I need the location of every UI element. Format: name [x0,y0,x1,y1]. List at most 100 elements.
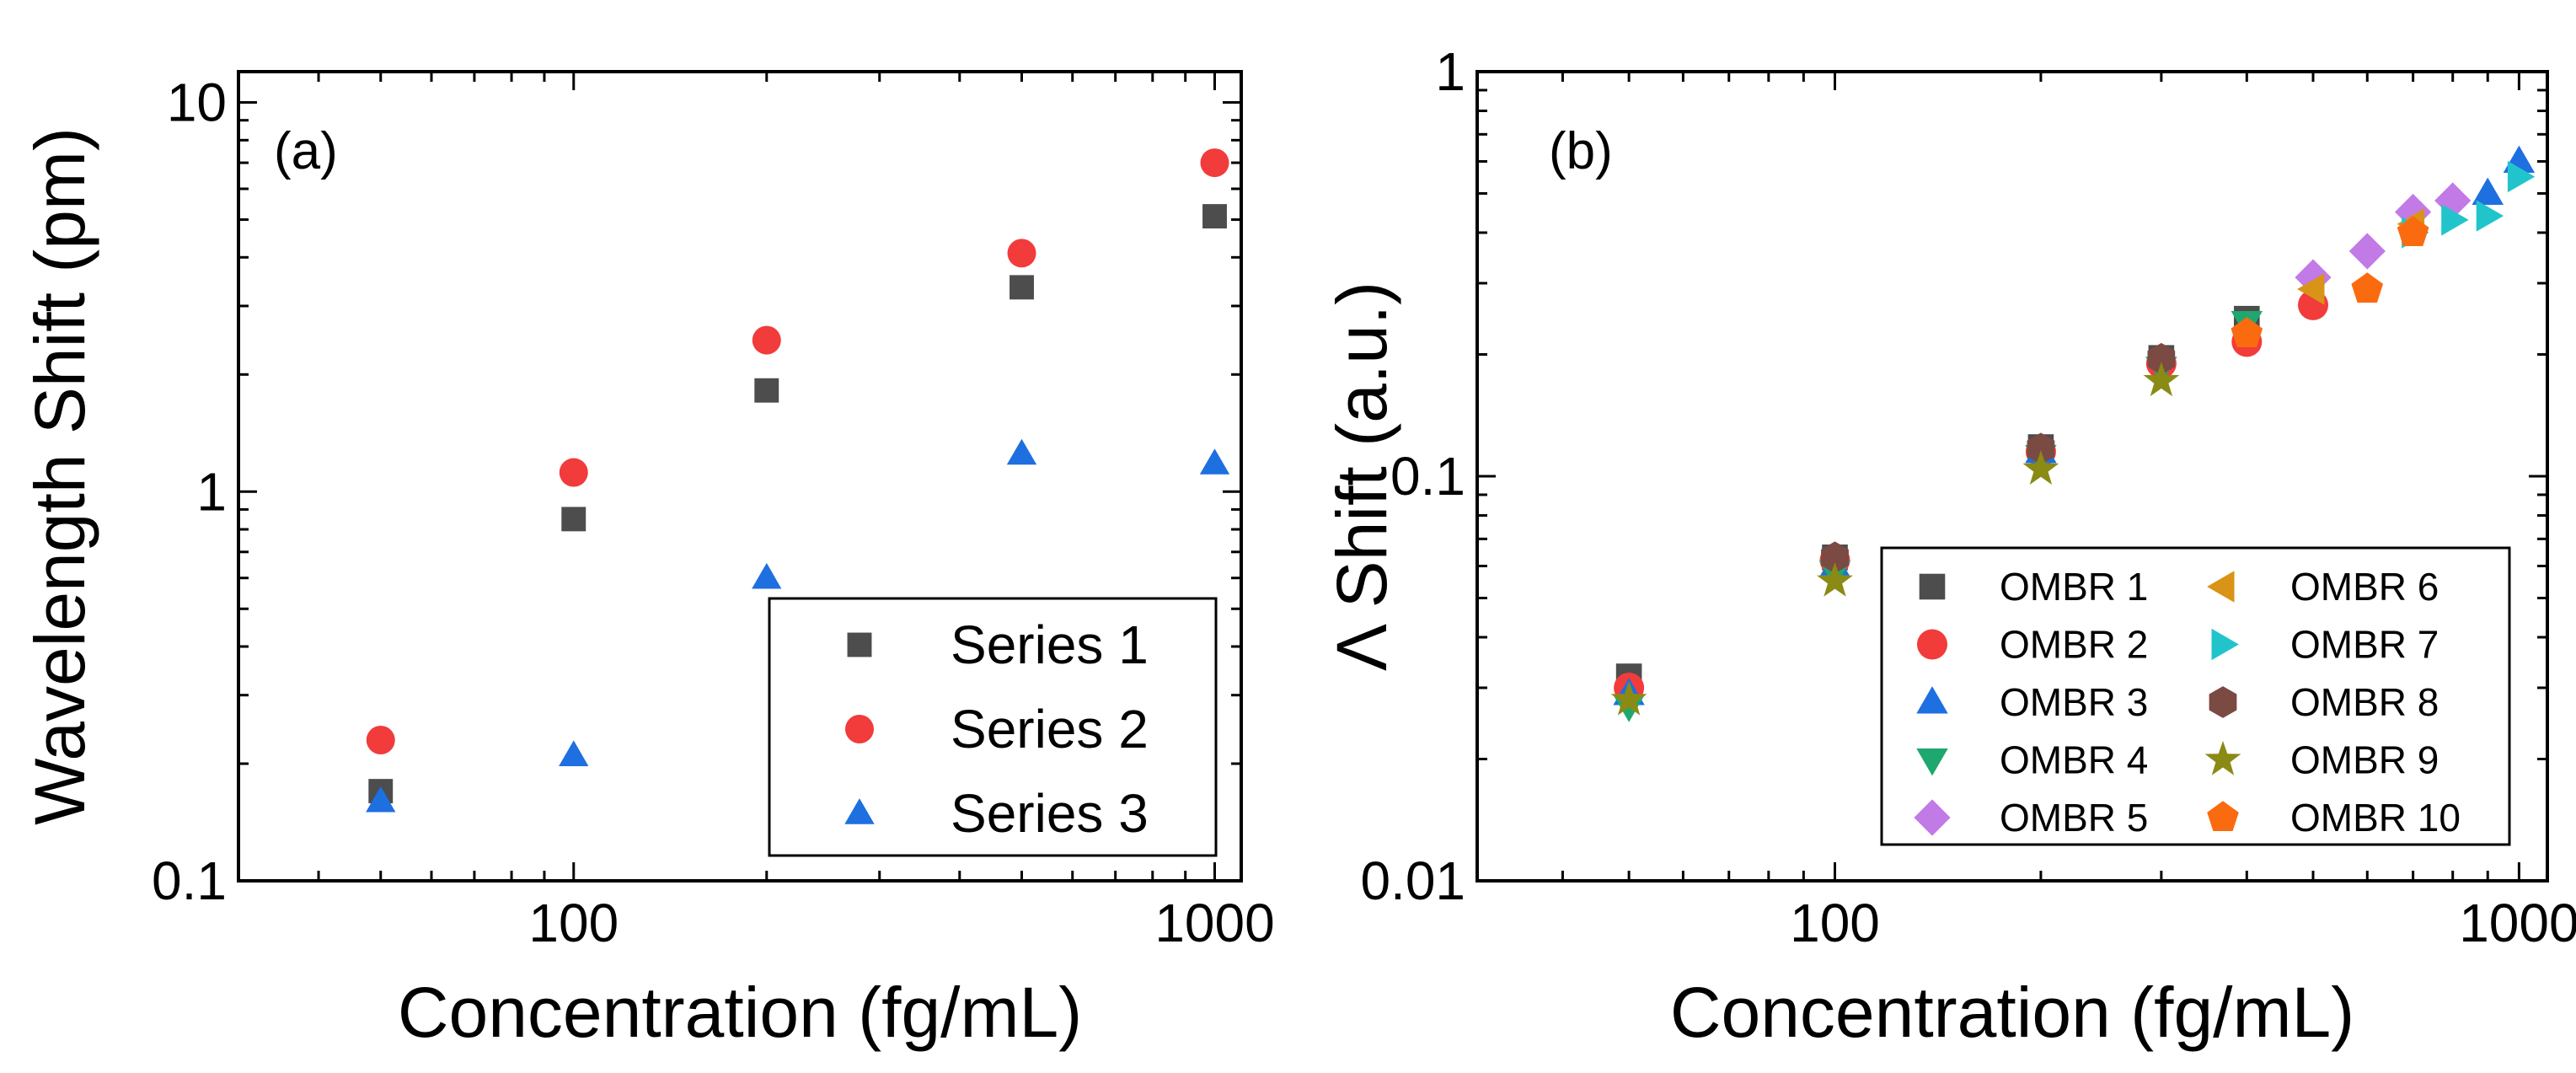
data-point [2147,342,2176,375]
legend-label: OMBR 2 [2000,623,2148,667]
legend-label: OMBR 4 [2000,738,2148,782]
panel-b-series-9 [1610,362,2180,716]
legend-label: OMBR 1 [2000,565,2148,609]
data-point [1199,448,1230,475]
panel-b-y-axis-title: Λ Shift (a.u.) [1322,282,1401,671]
legend-entry: OMBR 7 [2211,623,2439,667]
legend-symbol [847,632,872,657]
legend-symbol [1916,748,1948,776]
legend-symbol [1919,573,1946,600]
data-point [1006,438,1037,465]
legend-entry: OMBR 1 [1919,565,2148,609]
data-point [559,458,588,487]
y-tick-label: 1 [196,461,227,522]
panel-b: 100 1000 0.01 0.1 1 (b) Concentration (fg/mL… [1322,41,2576,1052]
legend-symbol [844,798,875,824]
data-point [2143,362,2180,397]
data-point [1817,562,1853,597]
data-point [752,562,782,589]
panel-b-x-axis-title: Concentration (fg/mL) [1670,973,2354,1052]
legend-symbol [2211,628,2239,661]
panel-a-series-2 [366,148,1229,754]
legend-entry: OMBR 5 [1914,796,2148,840]
legend-symbol [1917,629,1947,660]
data-point [1010,275,1034,300]
data-point [366,725,395,754]
legend-entry: OMBR 2 [1917,623,2148,667]
legend-symbol [2207,571,2235,603]
data-point [2397,216,2429,246]
data-point [2472,177,2504,205]
data-point [754,378,779,403]
data-point [1821,541,1849,574]
legend-entry: Series 1 [847,614,1149,675]
legend-label: OMBR 6 [2290,565,2439,609]
y-tick-label: 0.1 [152,850,227,911]
panel-b-frame [1475,70,2549,883]
y-tick-label: 0.1 [1390,446,1465,507]
panel-a-legend: Series 1 Series 2 Series 3 [768,597,1218,857]
panel-a-frame [237,70,1243,883]
legend-symbol [1916,686,1948,714]
panel-a-plot-area: 100 1000 0.1 1 10 [152,72,1275,953]
legend-entry: OMBR 4 [1916,738,2148,782]
data-point [1007,239,1036,268]
panel-a-label: (a) [274,122,338,180]
legend-label: OMBR 7 [2290,623,2439,667]
data-point [1202,204,1227,229]
legend-label: Series 3 [951,783,1149,844]
legend-entry: OMBR 6 [2207,565,2439,609]
legend-label: OMBR 10 [2290,796,2461,840]
x-tick-label: 100 [1790,893,1880,953]
data-point [2441,204,2469,236]
data-point [2022,450,2059,485]
x-tick-label: 1000 [2459,893,2576,953]
data-point [1610,680,1647,716]
data-point [2295,259,2332,296]
panel-b-legend: OMBR 1 OMBR 2 OMBR 3 OMBR 4 OMBR 5 OMBR 6 OMBR… [1880,546,2511,846]
data-point [2297,273,2325,305]
panel-a-x-axis-title: Concentration (fg/mL) [398,973,1082,1052]
legend-label: Series 2 [951,699,1149,759]
data-point [752,325,781,355]
y-tick-label: 1 [1435,41,1465,102]
data-point [2231,317,2263,347]
legend-entry: Series 2 [845,699,1149,759]
legend-label: OMBR 9 [2290,738,2439,782]
panel-b-series-10 [2231,216,2429,347]
legend-label: OMBR 3 [2000,680,2148,724]
data-point [2348,233,2386,270]
data-point [2027,432,2055,465]
data-point [2351,272,2384,303]
legend-symbol [2207,801,2239,831]
legend-entry: Series 3 [844,783,1149,844]
x-tick-label: 1000 [1154,893,1274,953]
legend-label: Series 1 [951,614,1149,675]
legend-entry: OMBR 10 [2207,796,2461,840]
data-point [1200,148,1229,178]
y-tick-label: 0.01 [1360,850,1465,911]
data-point [561,507,586,532]
data-point [2507,160,2536,193]
legend-symbol [2209,686,2237,718]
legend-entry: OMBR 8 [2209,680,2439,724]
panel-a-y-axis-title: Wavelength Shift (pm) [20,127,99,825]
panel-a-legend-box [768,597,1218,857]
legend-label: OMBR 8 [2290,680,2439,724]
legend-symbol [2204,741,2241,775]
panel-b-label: (b) [1549,122,1613,180]
legend-symbol [1914,799,1951,836]
legend-label: OMBR 5 [2000,796,2148,840]
panel-a-series-3 [366,438,1230,813]
x-tick-label: 100 [528,893,619,953]
data-point [2476,200,2504,232]
data-point [366,786,396,813]
legend-entry: OMBR 3 [1916,680,2148,724]
data-point [559,740,589,766]
panel-b-series-8 [1821,342,2176,574]
panel-b-legend-box [1880,546,2511,846]
legend-entry: OMBR 9 [2204,738,2439,782]
y-tick-label: 10 [167,72,227,133]
